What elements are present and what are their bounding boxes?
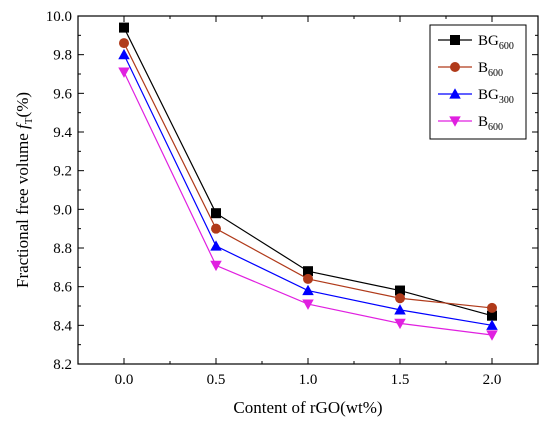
- legend-label: B600: [478, 114, 503, 133]
- y-tick-label: 8.6: [53, 280, 72, 296]
- legend-label-subscript: 300: [499, 95, 514, 106]
- y-tick-label: 9.6: [53, 86, 72, 102]
- y-axis-title-subscript: T: [23, 117, 35, 124]
- marker-circle: [395, 293, 405, 304]
- y-tick-label: 10.0: [46, 9, 72, 25]
- marker-square: [487, 310, 497, 321]
- y-axis-title-symbol: f: [13, 122, 32, 129]
- legend-label: BG300: [478, 87, 514, 106]
- marker-square: [450, 35, 460, 45]
- marker-triangle-down: [449, 116, 461, 127]
- x-tick-label: 1.5: [391, 372, 410, 388]
- legend-label-name: BG: [478, 33, 499, 49]
- x-axis-title: Content of rGO(wt%): [233, 398, 382, 417]
- x-tick-label: 2.0: [483, 372, 502, 388]
- legend-box: [429, 24, 527, 140]
- marker-triangle-up: [394, 304, 406, 315]
- legend-label-name: B: [478, 60, 488, 76]
- x-tick-label: 0.0: [115, 372, 134, 388]
- marker-triangle-down: [210, 260, 222, 272]
- x-tick-label: 1.0: [299, 372, 318, 388]
- marker-triangle-down: [394, 318, 406, 330]
- marker-square: [211, 208, 221, 219]
- marker-square: [303, 266, 313, 277]
- marker-triangle-up: [118, 48, 130, 60]
- legend-label-subscript: 600: [499, 41, 514, 52]
- marker-triangle-down: [486, 330, 498, 341]
- y-axis-title: Fractional free volume fT(%): [13, 92, 35, 288]
- y-tick-label: 9.4: [53, 125, 72, 141]
- marker-circle: [487, 302, 497, 313]
- series-group: [118, 22, 498, 341]
- legend-label: BG600: [478, 33, 514, 52]
- y-tick-label: 8.2: [53, 357, 72, 373]
- marker-circle: [119, 38, 129, 49]
- marker-triangle-up: [486, 319, 498, 330]
- y-tick-label: 8.4: [53, 318, 72, 334]
- marker-triangle-up: [210, 240, 222, 251]
- y-tick-label: 8.8: [53, 241, 72, 257]
- y-tick-label: 9.2: [53, 164, 72, 180]
- marker-triangle-up: [449, 88, 461, 99]
- marker-circle: [450, 62, 460, 72]
- ticks-group: 0.0 0.5 1.0 1.5 2.0 8.2 8.4 8.6 8.8 9.0 9.2 9.4 9.6 9…: [46, 9, 539, 388]
- marker-triangle-down: [302, 299, 314, 310]
- legend-label-name: B: [478, 114, 488, 130]
- marker-circle: [303, 273, 313, 284]
- marker-triangle-down: [118, 67, 130, 78]
- y-axis-title-main: Fractional free volume: [13, 129, 32, 288]
- legend-label-subscript: 600: [488, 68, 503, 79]
- legend-label-subscript: 600: [488, 122, 503, 133]
- marker-circle: [211, 223, 221, 234]
- legend-label-name: BG: [478, 87, 499, 103]
- y-tick-label: 9.8: [53, 48, 72, 64]
- marker-triangle-up: [302, 284, 314, 296]
- y-tick-label: 9.0: [53, 202, 72, 218]
- legend-label: B600: [478, 60, 503, 79]
- marker-square: [119, 22, 129, 33]
- y-axis-title-unit: (%): [13, 92, 32, 117]
- marker-square: [395, 285, 405, 296]
- x-tick-label: 0.5: [207, 372, 226, 388]
